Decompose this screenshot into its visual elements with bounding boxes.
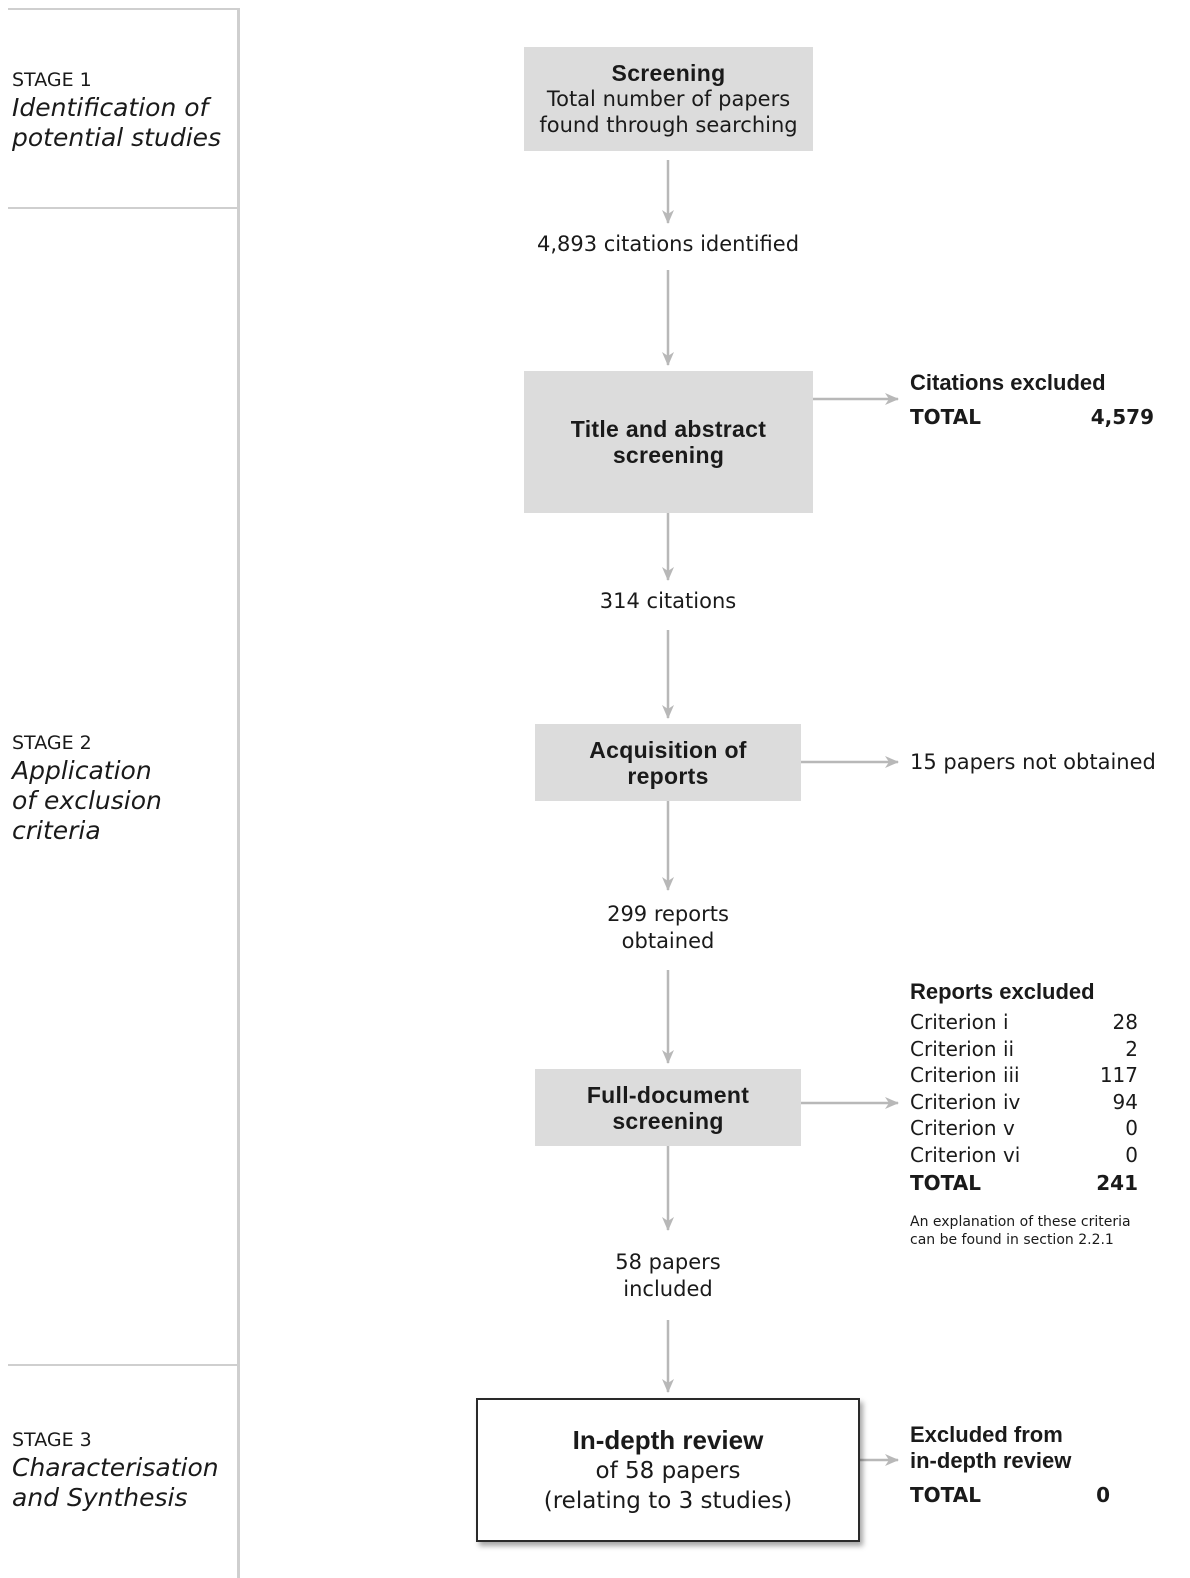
criterion-value: 0: [1125, 1142, 1138, 1167]
criterion-label: Criterion vi: [910, 1142, 1021, 1167]
excluded-in-depth-total-label: TOTAL: [910, 1483, 981, 1507]
citations-314-label: 314 citations: [599, 589, 737, 613]
citations-excluded-heading: Citations excluded: [910, 370, 1106, 395]
acquisition-box: Acquisition of reports: [535, 724, 801, 801]
criterion-value: 0: [1125, 1116, 1138, 1140]
criterion-row: Criterion v 0: [910, 1115, 1138, 1142]
papers-included-line1: 58 papers: [615, 1250, 721, 1274]
full-document-box: Full-document screening: [535, 1069, 801, 1146]
excluded-in-depth-heading-line1: Excluded from: [910, 1422, 1063, 1447]
reports-excluded-total-label: TOTAL: [910, 1171, 981, 1195]
stage-3-title-line1: Characterisation: [12, 1453, 219, 1482]
criterion-value: 2: [1125, 1036, 1138, 1061]
stage-1-2-separator: [8, 207, 240, 209]
stage-2-title-line1: Application: [12, 756, 152, 785]
reports-excluded-total-row: TOTAL 241: [910, 1170, 1138, 1197]
acquisition-line2: reports: [627, 762, 709, 789]
citations-excluded-total-value: 4,579: [1090, 405, 1154, 429]
reports-excluded-panel: Reports excluded Criterion i 28 Criterio…: [910, 979, 1138, 1249]
screening-title: Screening: [611, 60, 726, 86]
citations-excluded-total-label: TOTAL: [910, 405, 981, 429]
criterion-row: Criterion ii 2: [910, 1036, 1138, 1063]
in-depth-line1: of 58 papers: [595, 1458, 741, 1484]
excluded-in-depth-total-row: TOTAL 0: [910, 1482, 1110, 1509]
title-abstract-line1: Title and abstract: [570, 416, 767, 442]
criteria-note-line1: An explanation of these criteria: [910, 1213, 1131, 1230]
criterion-label: Criterion v: [910, 1116, 1015, 1140]
screening-line1: Total number of papers: [546, 87, 791, 111]
criterion-value: 117: [1099, 1063, 1138, 1087]
reports-excluded-total-value: 241: [1096, 1171, 1138, 1195]
stage-3-label: STAGE 3: [12, 1429, 92, 1451]
in-depth-line2: (relating to 3 studies): [543, 1488, 793, 1514]
criterion-label: Criterion i: [910, 1010, 1009, 1034]
title-abstract-line2: screening: [612, 442, 725, 468]
criterion-label: Criterion iii: [910, 1063, 1020, 1087]
citations-excluded-panel: Citations excluded TOTAL 4,579: [910, 370, 1154, 431]
in-depth-title: In-depth review: [572, 1425, 764, 1455]
stage-top-rule: [8, 8, 240, 10]
papers-included-label: 58 papers included: [518, 1249, 818, 1303]
excluded-in-depth-total-value: 0: [1096, 1483, 1110, 1507]
screening-box: Screening Total number of papers found t…: [524, 47, 813, 151]
citations-excluded-total-row: TOTAL 4,579: [910, 404, 1154, 431]
stage-2-title-line2: of exclusion: [12, 786, 162, 815]
papers-included-line2: included: [623, 1277, 713, 1301]
stage-1: STAGE 1 Identification of potential stud…: [12, 67, 237, 153]
stage-1-title-line1: Identification of: [12, 93, 209, 122]
identified-label: 4,893 citations identified: [536, 232, 800, 256]
criterion-value: 28: [1112, 1010, 1138, 1034]
in-depth-review-box: In-depth review of 58 papers (relating t…: [476, 1398, 860, 1542]
stage-column-divider: [237, 8, 240, 1578]
stage-1-title-line2: potential studies: [12, 123, 222, 152]
reports-obtained-label: 299 reports obtained: [518, 901, 818, 955]
stage-2-label: STAGE 2: [12, 732, 92, 754]
reports-obtained-line1: 299 reports: [607, 902, 729, 926]
full-document-line1: Full-document: [586, 1081, 750, 1108]
stage-1-label: STAGE 1: [12, 69, 92, 91]
stage-2-3-separator: [8, 1364, 240, 1366]
stage-3-title-line2: and Synthesis: [12, 1483, 188, 1512]
not-obtained-label: 15 papers not obtained: [910, 750, 1156, 774]
acquisition-line1: Acquisition of: [589, 736, 747, 763]
excluded-in-depth-heading-line2: in-depth review: [910, 1448, 1072, 1473]
stage-2: STAGE 2 Application of exclusion criteri…: [12, 730, 237, 846]
reports-excluded-heading: Reports excluded: [910, 979, 1095, 1004]
criterion-value: 94: [1112, 1089, 1138, 1114]
stage-2-title-line3: criteria: [12, 816, 101, 845]
full-document-line2: screening: [612, 1107, 724, 1134]
criterion-label: Criterion iv: [910, 1089, 1021, 1114]
criterion-row: Criterion vi 0: [910, 1142, 1138, 1169]
stage-3: STAGE 3 Characterisation and Synthesis: [12, 1427, 237, 1513]
criterion-label: Criterion ii: [910, 1036, 1015, 1061]
criterion-row: Criterion iii 117: [910, 1062, 1138, 1089]
title-abstract-box: Title and abstract screening: [524, 371, 813, 513]
reports-obtained-line2: obtained: [621, 929, 715, 953]
screening-line2: found through searching: [539, 113, 798, 137]
criterion-row: Criterion i 28: [910, 1009, 1138, 1036]
excluded-in-depth-panel: Excluded from in-depth review TOTAL 0: [910, 1422, 1110, 1509]
criterion-row: Criterion iv 94: [910, 1089, 1138, 1116]
criteria-note-line2: can be found in section 2.2.1: [910, 1231, 1114, 1248]
